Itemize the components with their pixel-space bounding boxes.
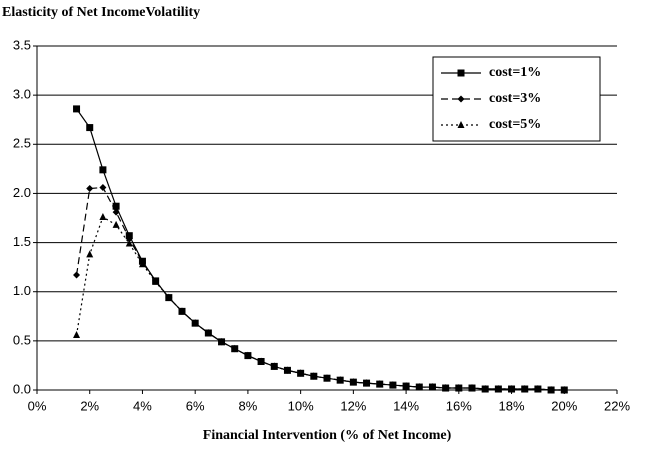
marker [125,239,133,247]
legend-label: cost=1% [489,65,541,80]
x-tick-label: 8% [239,398,258,413]
marker [99,166,107,174]
marker [336,376,344,384]
x-tick-label: 14% [393,398,419,413]
marker [204,328,212,336]
marker [218,337,226,345]
marker [455,384,463,392]
marker [468,384,476,392]
marker [178,307,186,315]
marker [86,185,94,193]
y-tick-label: 1.0 [13,283,31,298]
y-tick-label: 2.5 [13,136,31,151]
y-tick-label: 3.0 [13,87,31,102]
marker [415,383,423,391]
marker [457,69,465,77]
marker [112,220,120,228]
marker [257,357,265,365]
y-tick-label: 1.5 [13,234,31,249]
marker [442,384,450,392]
marker [494,385,502,393]
x-tick-label: 12% [340,398,366,413]
marker [191,319,199,327]
marker [310,372,318,380]
series-line [76,108,565,391]
marker [560,386,568,393]
marker [402,382,410,390]
y-tick-label: 0.0 [13,381,31,396]
marker [521,385,529,393]
x-tick-label: 2% [80,398,99,413]
marker [457,121,465,128]
x-tick-label: 4% [133,398,152,413]
x-tick-label: 6% [186,398,205,413]
x-tick-label: 0% [28,398,47,413]
x-tick-label: 16% [446,398,472,413]
legend-label: cost=5% [489,117,541,132]
marker [99,213,107,221]
marker [349,378,357,386]
marker [457,95,465,103]
x-tick-label: 20% [551,398,577,413]
x-tick-label: 18% [499,398,525,413]
marker [508,385,516,393]
marker [73,271,81,279]
y-tick-label: 0.5 [13,332,31,347]
marker [363,379,371,387]
marker [297,369,305,377]
marker [112,202,120,210]
marker [73,105,81,113]
marker [99,184,107,192]
marker [112,208,120,216]
marker [389,381,397,389]
marker [323,374,331,382]
marker [86,250,94,258]
marker [231,344,239,352]
marker [86,124,94,132]
marker [428,383,436,391]
marker [244,351,252,359]
marker [534,385,542,393]
y-tick-label: 2.0 [13,185,31,200]
x-tick-label: 22% [604,398,630,413]
marker [283,366,291,374]
chart-title: Elasticity of Net IncomeVolatility [2,5,200,20]
marker [481,385,489,393]
marker [152,277,160,285]
marker [73,330,81,338]
marker [270,362,278,370]
marker [165,293,173,301]
y-tick-label: 3.5 [13,37,31,52]
x-tick-label: 10% [288,398,314,413]
legend-label: cost=3% [489,91,541,106]
marker [125,235,133,243]
x-axis-label: Financial Intervention (% of Net Income) [203,428,452,443]
series-line [75,186,565,391]
marker [547,386,555,393]
series-line [75,216,565,391]
marker [376,380,384,388]
marker [138,260,146,268]
